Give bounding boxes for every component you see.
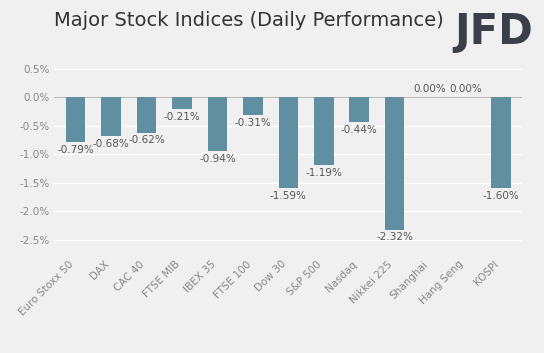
Bar (385, 97, 404, 229)
Bar (279, 97, 298, 188)
Text: -1.59%: -1.59% (270, 191, 307, 201)
Text: -1.19%: -1.19% (305, 168, 342, 178)
Bar (172, 97, 191, 109)
Bar (349, 97, 369, 122)
Bar (491, 97, 511, 189)
Text: -0.68%: -0.68% (92, 139, 129, 149)
Text: -0.21%: -0.21% (164, 112, 200, 122)
Text: -2.32%: -2.32% (376, 233, 413, 243)
Text: -0.44%: -0.44% (341, 125, 378, 135)
Bar (137, 97, 156, 132)
Bar (314, 97, 333, 165)
Bar (101, 97, 121, 136)
Text: 0.00%: 0.00% (414, 84, 447, 94)
Text: Major Stock Indices (Daily Performance): Major Stock Indices (Daily Performance) (54, 11, 444, 30)
Text: -0.94%: -0.94% (199, 154, 236, 164)
Bar (208, 97, 227, 151)
Text: 0.00%: 0.00% (449, 84, 482, 94)
Text: -0.62%: -0.62% (128, 136, 165, 145)
Bar (243, 97, 263, 115)
Text: -0.31%: -0.31% (234, 118, 271, 128)
Bar (66, 97, 85, 142)
Text: -1.60%: -1.60% (483, 191, 520, 201)
Text: JFD: JFD (454, 11, 533, 53)
Text: -0.79%: -0.79% (57, 145, 94, 155)
